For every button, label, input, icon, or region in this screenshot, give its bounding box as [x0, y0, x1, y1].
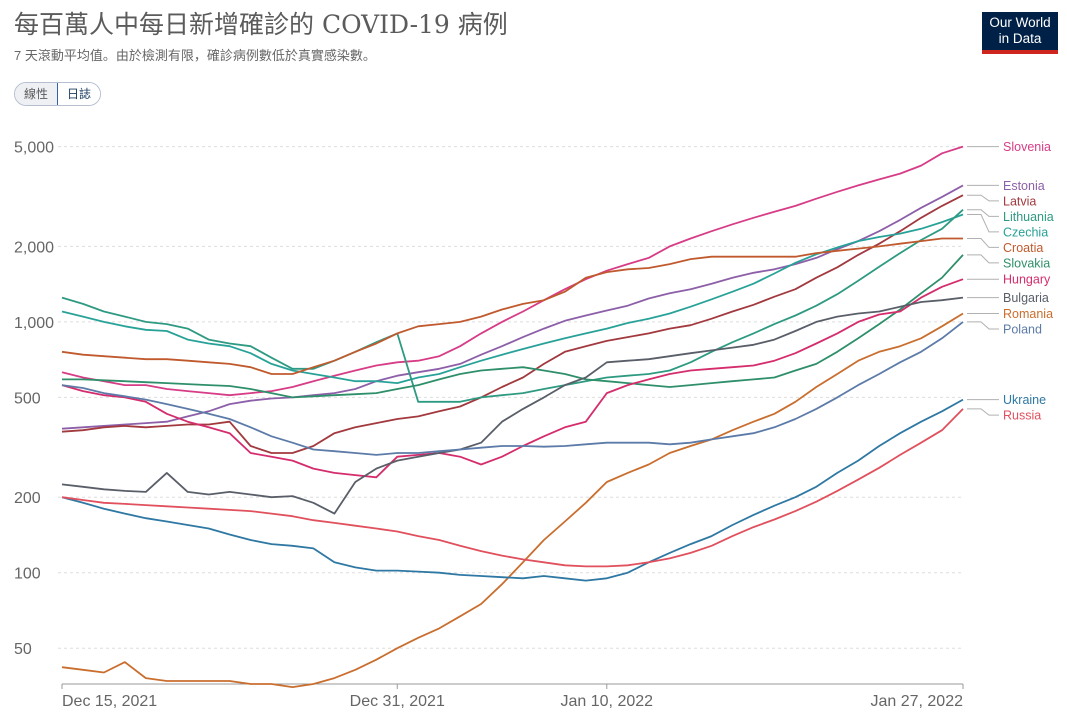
y-tick-label: 200	[14, 490, 41, 507]
grid-lines	[58, 146, 963, 649]
legend-connector	[967, 214, 999, 233]
y-tick-label: 50	[14, 641, 32, 658]
chart-title: 每百萬人中每日新增確診的 COVID-19 病例	[14, 10, 508, 39]
logo-line-1: Our World	[989, 15, 1051, 30]
legend-connector	[967, 238, 999, 248]
legend-label-poland[interactable]: Poland	[1003, 323, 1042, 337]
x-tick-label: Dec 31, 2021	[350, 693, 445, 710]
scale-toggle: 線性 日誌	[14, 82, 102, 106]
legend-label-russia[interactable]: Russia	[1003, 409, 1041, 423]
series-line-estonia[interactable]	[61, 184, 964, 430]
x-tick-label: Dec 15, 2021	[62, 693, 157, 710]
y-tick-label: 5,000	[14, 140, 54, 157]
legend-label-latvia[interactable]: Latvia	[1003, 194, 1036, 208]
legend-connector	[967, 408, 999, 416]
x-tick-label: Jan 10, 2022	[561, 693, 654, 710]
chart-subtitle: 7 天滾動平均值。由於檢測有限，確診病例數低於真實感染數。	[14, 48, 376, 63]
y-tick-label: 1,000	[14, 315, 54, 332]
axes: 50 100 200 500 1,000 2,000 5,000 Dec 15, 2021 De…	[14, 140, 964, 710]
legend-label-ukraine[interactable]: Ukraine	[1003, 393, 1046, 407]
owid-logo[interactable]: Our World in Data	[982, 12, 1058, 54]
legend-label-bulgaria[interactable]: Bulgaria	[1003, 291, 1049, 305]
legend-label-estonia[interactable]: Estonia	[1003, 179, 1045, 193]
legend-label-romania[interactable]: Romania	[1003, 307, 1053, 321]
legend-connector	[967, 254, 999, 264]
y-tick-label: 500	[14, 390, 41, 407]
series-line-ukraine[interactable]	[61, 398, 964, 582]
legend-connector	[967, 321, 999, 330]
series-line-slovenia[interactable]	[61, 145, 964, 397]
y-tick-label: 100	[14, 566, 41, 583]
series-line-croatia[interactable]	[61, 237, 963, 375]
legend-label-hungary[interactable]: Hungary	[1003, 273, 1051, 287]
legend-connector	[967, 209, 999, 217]
series-line-romania[interactable]	[61, 312, 964, 688]
series-line-lithuania[interactable]	[61, 209, 964, 403]
series-line-czechia[interactable]	[61, 213, 964, 385]
legend-label-czechia[interactable]: Czechia	[1003, 225, 1048, 239]
legend-label-lithuania[interactable]: Lithuania	[1003, 210, 1054, 224]
logo-line-2: in Data	[998, 31, 1042, 46]
series-line-bulgaria[interactable]	[61, 296, 964, 515]
linear-scale-button[interactable]: 線性	[15, 83, 58, 105]
legend-label-croatia[interactable]: Croatia	[1003, 241, 1043, 255]
legend-label-slovakia[interactable]: Slovakia	[1003, 256, 1050, 270]
series-line-slovakia[interactable]	[62, 254, 964, 399]
log-scale-button[interactable]: 日誌	[57, 83, 101, 105]
y-tick-label: 2,000	[14, 239, 54, 256]
legend-connector	[967, 194, 999, 202]
legend-label-slovenia[interactable]: Slovenia	[1003, 140, 1051, 154]
series-lines	[61, 145, 964, 688]
series-line-latvia[interactable]	[61, 194, 964, 454]
series-line-russia[interactable]	[61, 408, 964, 568]
x-tick-label: Jan 27, 2022	[870, 693, 963, 710]
series-line-hungary[interactable]	[61, 278, 964, 479]
series-line-poland[interactable]	[61, 321, 964, 456]
